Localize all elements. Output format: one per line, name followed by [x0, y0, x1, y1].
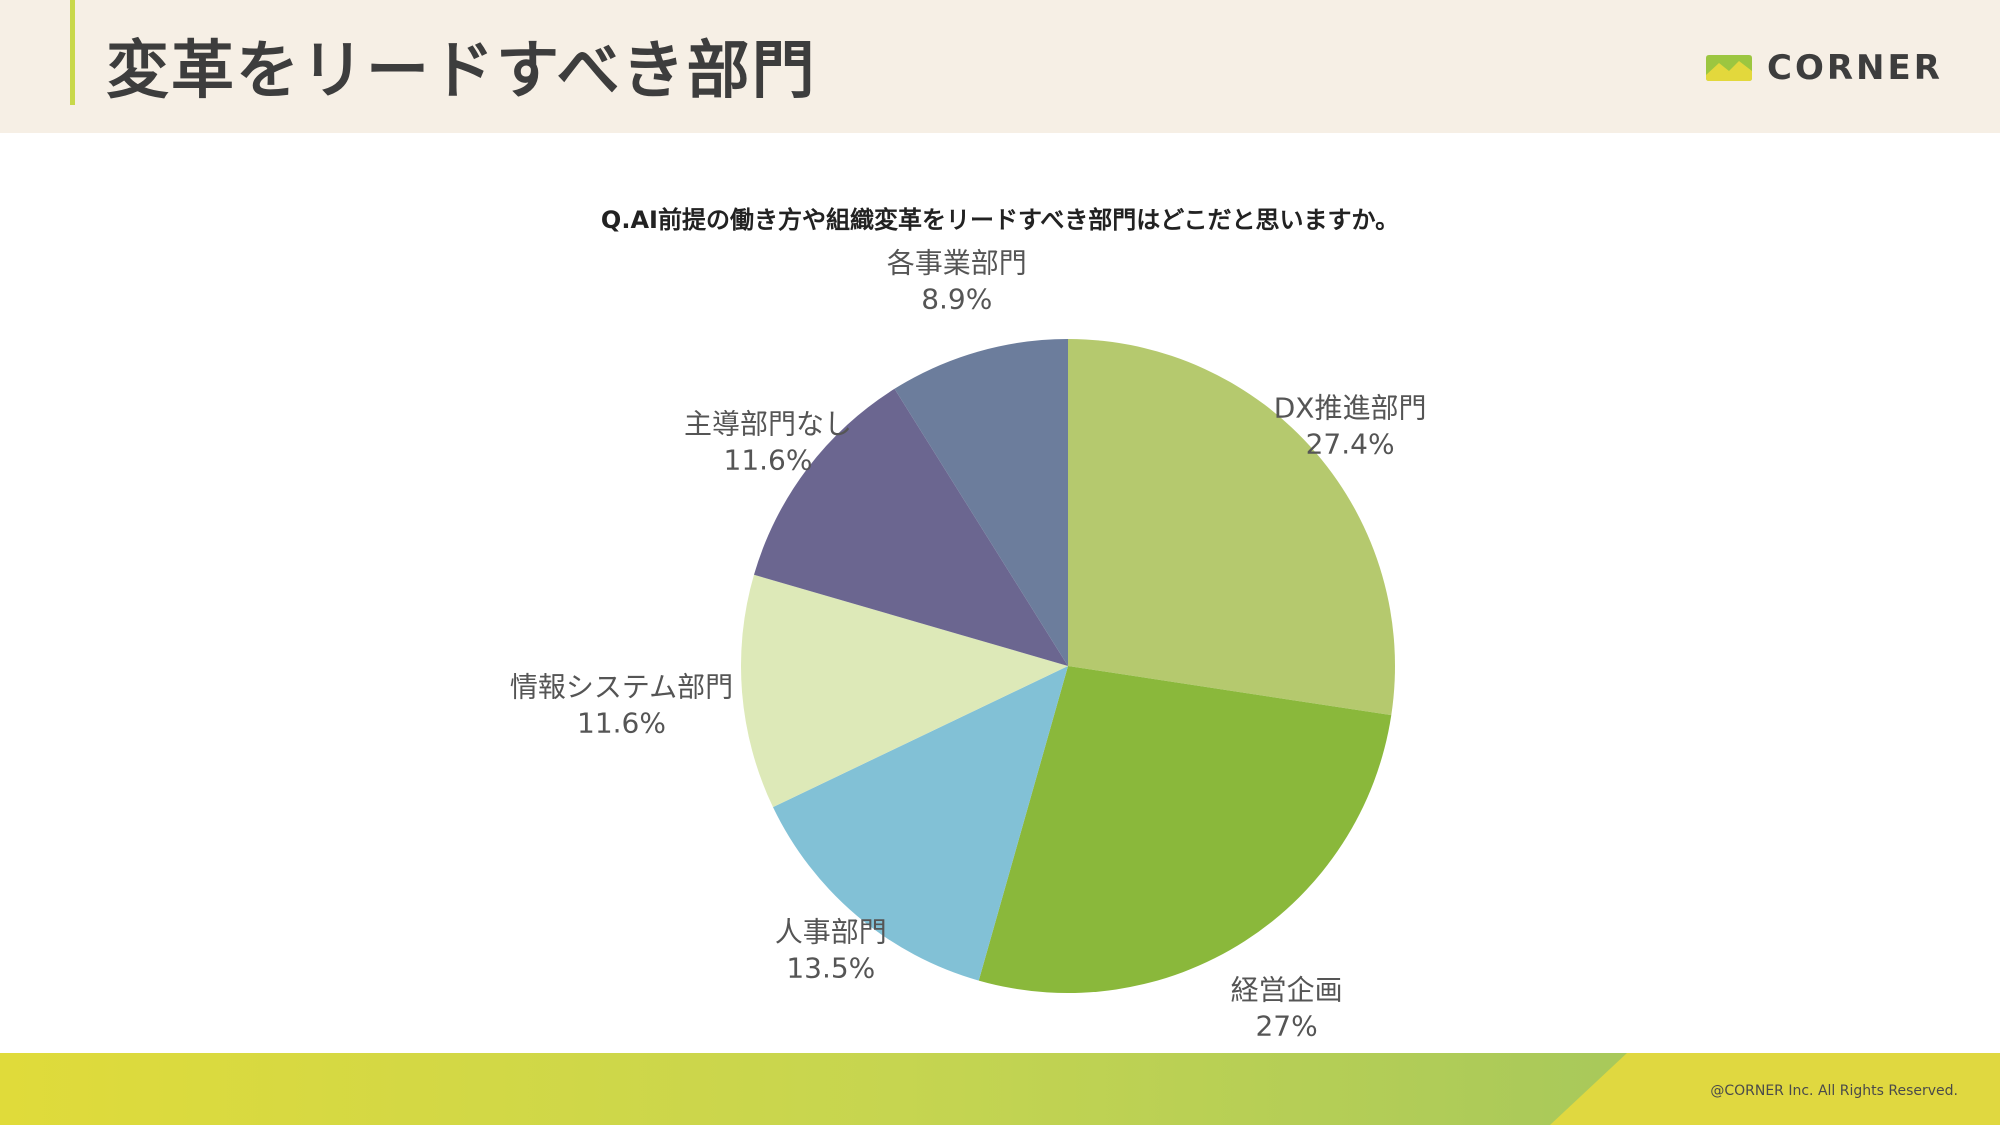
pie-slice	[978, 666, 1392, 993]
slice-label: 各事業部門 8.9%	[887, 247, 1027, 316]
pie-slice	[894, 339, 1068, 666]
pie-slices	[740, 339, 1396, 993]
page-title: 変革をリードすべき部門	[106, 34, 817, 107]
pie-slice	[740, 574, 1068, 808]
pie-slice	[1068, 339, 1396, 716]
slice-value-label: 13.5%	[786, 951, 875, 984]
header: 変革をリードすべき部門 CORNER	[0, 0, 2000, 133]
slice-category-label: 人事部門	[775, 915, 887, 948]
slice-value-label: 27.4%	[1306, 428, 1395, 461]
chart-question: Q.AI前提の働き方や組織変革をリードすべき部門はどこだと思いますか。	[600, 206, 1400, 234]
pie-slice	[753, 388, 1068, 666]
slice-value-label: 27%	[1255, 1010, 1317, 1043]
logo-text: CORNER	[1767, 48, 1943, 88]
corner-logo-icon	[1706, 55, 1752, 81]
slice-label: 情報システム部門 11.6%	[510, 671, 733, 740]
pie-chart: DX推進部門 27.4%経営企画 27%人事部門 13.5%情報システム部門 11.6%…	[510, 247, 1427, 1043]
slice-category-label: 経営企画	[1231, 974, 1343, 1007]
slice-category-label: 情報システム部門	[510, 671, 733, 704]
footer-decoration	[1550, 1053, 2000, 1125]
slice-value-label: 11.6%	[577, 707, 666, 740]
footer-band	[0, 1053, 2000, 1125]
pie-slice	[773, 666, 1068, 981]
slice-value-label: 8.9%	[921, 283, 992, 316]
slice-label: 主導部門なし 11.6%	[684, 407, 852, 476]
slice-label: 人事部門 13.5%	[775, 915, 887, 984]
header-accent-bar	[70, 0, 75, 105]
slice-value-label: 11.6%	[724, 443, 813, 476]
slice-label: DX推進部門 27.4%	[1274, 392, 1427, 461]
copyright: @CORNER Inc. All Rights Reserved.	[1710, 1083, 1958, 1099]
pie-labels: DX推進部門 27.4%経営企画 27%人事部門 13.5%情報システム部門 11.6%…	[510, 247, 1427, 1043]
slice-category-label: DX推進部門	[1274, 392, 1427, 425]
slice-label: 経営企画 27%	[1231, 974, 1343, 1043]
logo: CORNER	[1705, 46, 1943, 90]
slice-category-label: 主導部門なし	[684, 407, 852, 440]
slice-category-label: 各事業部門	[887, 247, 1027, 280]
